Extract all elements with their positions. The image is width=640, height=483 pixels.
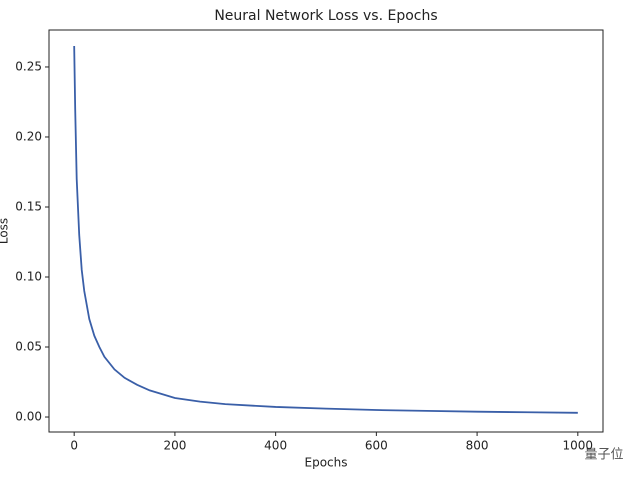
watermark: 量子位 [584, 448, 623, 463]
x-tick-label: 800 [466, 439, 489, 453]
y-tick-label: 0.20 [15, 129, 42, 143]
x-tick-label: 200 [163, 439, 186, 453]
y-tick-label: 0.15 [15, 199, 42, 213]
y-axis-label: Loss [0, 218, 11, 244]
x-tick-label: 1000 [563, 439, 594, 453]
y-tick-label: 0.05 [15, 340, 42, 354]
x-tick-label: 600 [365, 439, 388, 453]
y-tick-label: 0.25 [15, 59, 42, 73]
plot-frame [48, 29, 604, 433]
x-tick-label: 400 [264, 439, 287, 453]
line-series [73, 45, 578, 414]
y-tick-label: 0.10 [15, 269, 42, 283]
y-tick-label: 0.00 [15, 410, 42, 424]
chart-title: Neural Network Loss vs. Epochs [214, 8, 437, 24]
x-axis-label: Epochs [305, 456, 348, 470]
x-tick-label: 0 [70, 439, 78, 453]
